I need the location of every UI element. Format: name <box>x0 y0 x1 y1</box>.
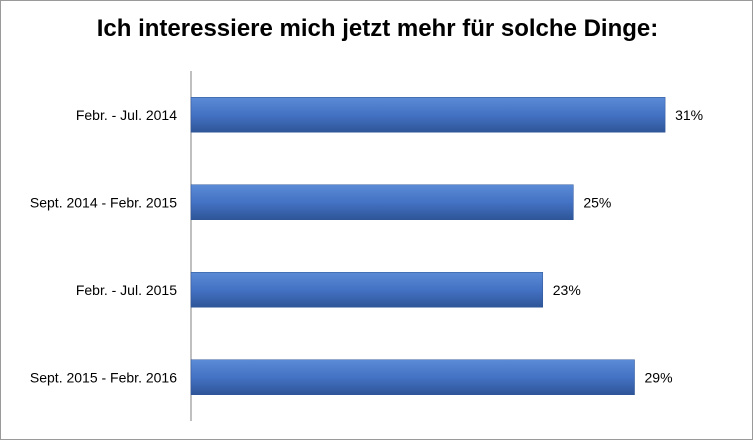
value-label-4: 29% <box>645 369 673 385</box>
value-label-3: 23% <box>553 282 581 298</box>
chart-title: Ich interessiere mich jetzt mehr für sol… <box>96 15 659 42</box>
category-label-4: Sept. 2015 - Febr. 2016 <box>30 369 177 385</box>
value-label-1: 31% <box>675 107 703 123</box>
value-label-2: 25% <box>583 194 611 210</box>
bar-2 <box>190 184 574 220</box>
category-label-1: Febr. - Jul. 2014 <box>76 107 177 123</box>
bar-3 <box>190 272 544 308</box>
bar-4 <box>190 359 635 395</box>
category-label-3: Febr. - Jul. 2015 <box>76 282 177 298</box>
category-label-2: Sept. 2014 - Febr. 2015 <box>30 194 177 210</box>
bar-1 <box>190 97 666 133</box>
